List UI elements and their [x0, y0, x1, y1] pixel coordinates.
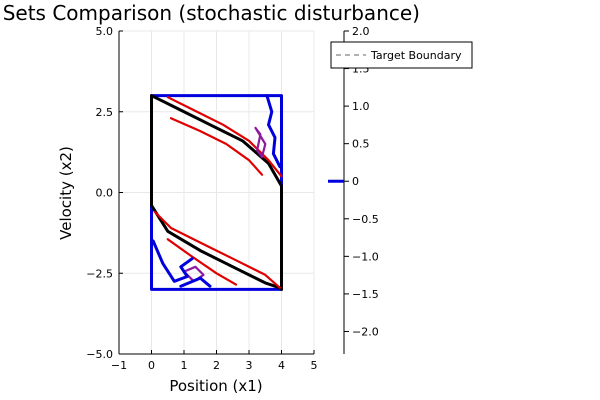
- series-contour-2: [150, 94, 283, 291]
- x-tick-label: 1: [181, 359, 188, 372]
- y-ticks: −5.0 −2.5 0.0 2.5 5.0: [86, 25, 123, 361]
- series-contour-5: [153, 210, 281, 289]
- colorbar-tick-label: −2.0: [352, 325, 379, 338]
- y-tick-label: −2.5: [86, 267, 113, 280]
- colorbar-tick-label: −1.5: [352, 288, 379, 301]
- x-tick-label: 5: [311, 359, 318, 372]
- series-contour-9: [265, 94, 282, 169]
- colorbar-tick-label: 0: [352, 175, 359, 188]
- series-contour-6: [166, 238, 238, 286]
- x-tick-label: 0: [148, 359, 155, 372]
- series-layer: [150, 94, 283, 291]
- colorbar-tick-label: 1.0: [352, 100, 370, 113]
- series-contour-10: [151, 239, 194, 283]
- x-tick-label: 3: [246, 359, 253, 372]
- colorbar-tick-label: −0.5: [352, 213, 379, 226]
- legend-entry-target-boundary: Target Boundary: [370, 49, 462, 62]
- x-tick-label: 4: [278, 359, 285, 372]
- y-tick-label: 5.0: [96, 25, 114, 38]
- colorbar-tick-label: −1.0: [352, 250, 379, 263]
- series-contour-3: [166, 96, 283, 178]
- x-tick-label: −1: [111, 359, 127, 372]
- colorbar-tick-label: 2.0: [352, 25, 370, 38]
- colorbar-tick-label: 0.5: [352, 138, 370, 151]
- y-tick-label: 0.0: [96, 187, 114, 200]
- series-contour-11: [179, 276, 212, 288]
- y-axis-label: Velocity (x2): [57, 146, 75, 240]
- series-contour-8: [182, 265, 205, 283]
- y-tick-label: 2.5: [96, 106, 114, 119]
- grid: [118, 30, 315, 355]
- colorbar: 2.01.51.00.50−0.5−1.0−1.5−2.0: [328, 25, 379, 354]
- y-tick-label: −5.0: [86, 348, 113, 361]
- x-axis-label: Position (x1): [169, 377, 262, 395]
- x-tick-label: 2: [213, 359, 220, 372]
- legend: Target Boundary: [330, 41, 473, 69]
- chart-title: Safe Sets Comparison (stochastic disturb…: [0, 1, 420, 25]
- colorbar-ticks: 2.01.51.00.50−0.5−1.0−1.5−2.0: [344, 25, 379, 338]
- x-ticks: −1 0 1 2 3 4 5: [111, 350, 318, 372]
- series-contour-4: [169, 117, 264, 176]
- series-contour-7: [254, 126, 267, 159]
